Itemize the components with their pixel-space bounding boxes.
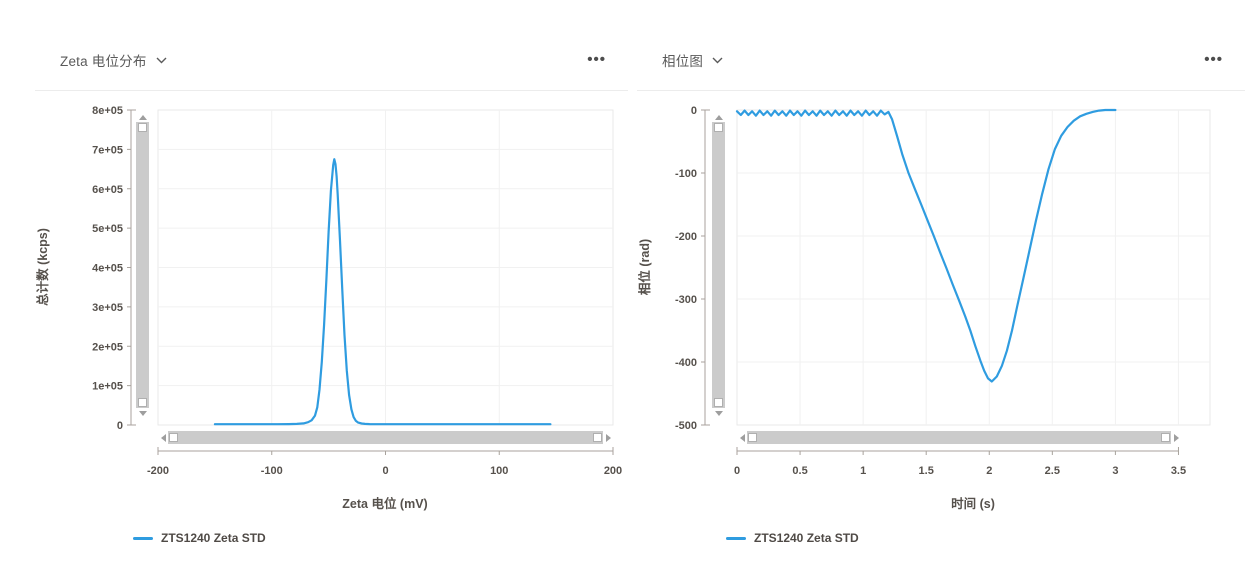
horizontal-scrollbar-track[interactable] <box>747 431 1171 444</box>
scroll-handle-right[interactable] <box>593 433 602 442</box>
chart-area: 0 -100 -200 -300 -400 -500 0 0.5 1 1.5 2 2.5 3 3.5 时间 … <box>637 96 1245 520</box>
y-tick-label: 2e+05 <box>92 341 123 353</box>
horizontal-scrollbar[interactable] <box>158 431 613 444</box>
scroll-handle-right[interactable] <box>1161 433 1170 442</box>
header-divider <box>637 90 1245 91</box>
y-axis-title: 相位 (rad) <box>637 239 652 295</box>
scroll-left-arrow-icon[interactable] <box>158 431 168 444</box>
series-line <box>735 108 1117 383</box>
horizontal-scrollbar-track[interactable] <box>168 431 603 444</box>
scroll-right-arrow-icon[interactable] <box>603 431 613 444</box>
panel-zeta-distribution: Zeta 电位分布 ••• 0 1e+05 2e+05 3e+05 4e+05 5e+05… <box>35 0 628 585</box>
more-options-button[interactable]: ••• <box>583 52 610 67</box>
x-axis-title: Zeta 电位 (mV) <box>342 496 427 511</box>
chart-area: 0 1e+05 2e+05 3e+05 4e+05 5e+05 6e+05 7e+05 8e+0… <box>35 96 628 520</box>
scroll-handle-left[interactable] <box>169 433 178 442</box>
vertical-scrollbar[interactable] <box>712 112 725 418</box>
scroll-down-arrow-icon[interactable] <box>136 408 149 418</box>
legend-item[interactable]: ZTS1240 Zeta STD <box>133 531 266 545</box>
legend-label: ZTS1240 Zeta STD <box>754 531 859 545</box>
scroll-right-arrow-icon[interactable] <box>1171 431 1181 444</box>
series-line <box>213 158 552 426</box>
legend-item[interactable]: ZTS1240 Zeta STD <box>726 531 859 545</box>
horizontal-scrollbar[interactable] <box>737 431 1181 444</box>
x-tick-label: -200 <box>147 465 169 477</box>
vertical-scrollbar-track[interactable] <box>136 122 149 408</box>
scroll-up-arrow-icon[interactable] <box>136 112 149 122</box>
y-tick-label: 1e+05 <box>92 381 123 393</box>
x-tick-label: 3 <box>1112 465 1118 477</box>
scroll-down-arrow-icon[interactable] <box>712 408 725 418</box>
y-tick-label: 3e+05 <box>92 302 123 314</box>
scroll-handle-bottom[interactable] <box>138 398 147 407</box>
legend-line-swatch <box>133 536 153 540</box>
x-tick-label: 200 <box>604 465 622 477</box>
x-tick-label: 100 <box>490 465 508 477</box>
x-axis-line <box>157 447 614 452</box>
panel-header: Zeta 电位分布 ••• <box>60 46 610 74</box>
x-tick-label: 1 <box>860 465 866 477</box>
chevron-down-icon <box>156 51 167 69</box>
x-tick-label: 2 <box>986 465 992 477</box>
y-tick-label: 0 <box>117 420 123 432</box>
chart-title: Zeta 电位分布 <box>60 54 147 69</box>
x-tick-label: 2.5 <box>1045 465 1060 477</box>
x-tick-label: 1.5 <box>919 465 934 477</box>
x-axis-line <box>736 447 1179 452</box>
plot-area[interactable] <box>736 109 1211 426</box>
y-axis-line <box>704 109 710 426</box>
panel-phase-plot: 相位图 ••• 0 -100 -200 -300 -400 -500 0 0.5 1 1.5 2 2.… <box>637 0 1245 585</box>
y-tick-label: -100 <box>675 168 697 180</box>
y-axis-title: 总计数 (kcps) <box>35 228 50 306</box>
y-tick-label: 5e+05 <box>92 223 123 235</box>
y-tick-label: 6e+05 <box>92 184 123 196</box>
legend-line-swatch <box>726 536 746 540</box>
legend-label: ZTS1240 Zeta STD <box>161 531 266 545</box>
scroll-handle-top[interactable] <box>714 123 723 132</box>
y-tick-label: 7e+05 <box>92 144 123 156</box>
scroll-up-arrow-icon[interactable] <box>712 112 725 122</box>
chart-type-dropdown[interactable]: 相位图 <box>662 50 723 70</box>
y-tick-label: 0 <box>691 105 697 117</box>
chevron-down-icon <box>712 51 723 69</box>
y-tick-label: 8e+05 <box>92 105 123 117</box>
vertical-scrollbar-track[interactable] <box>712 122 725 408</box>
vertical-scrollbar[interactable] <box>136 112 149 418</box>
more-options-button[interactable]: ••• <box>1200 52 1227 67</box>
scroll-handle-top[interactable] <box>138 123 147 132</box>
chart-type-dropdown[interactable]: Zeta 电位分布 <box>60 50 167 70</box>
x-tick-label: 3.5 <box>1171 465 1186 477</box>
y-tick-label: -400 <box>675 357 697 369</box>
header-divider <box>35 90 628 91</box>
chart-title: 相位图 <box>662 54 704 69</box>
y-tick-label: -500 <box>675 420 697 432</box>
x-tick-label: 0 <box>734 465 740 477</box>
x-tick-label: 0.5 <box>792 465 807 477</box>
phase-plot-chart: 0 -100 -200 -300 -400 -500 0 0.5 1 1.5 2 2.5 3 3.5 时间 … <box>637 105 1211 511</box>
x-tick-label: -100 <box>261 465 283 477</box>
y-tick-label: -300 <box>675 294 697 306</box>
panel-header: 相位图 ••• <box>662 46 1227 74</box>
scroll-handle-left[interactable] <box>748 433 757 442</box>
zeta-distribution-chart: 0 1e+05 2e+05 3e+05 4e+05 5e+05 6e+05 7e+05 8e+0… <box>35 105 622 511</box>
y-tick-label: -200 <box>675 231 697 243</box>
y-tick-label: 4e+05 <box>92 263 123 275</box>
x-tick-label: 0 <box>382 465 388 477</box>
scroll-left-arrow-icon[interactable] <box>737 431 747 444</box>
scroll-handle-bottom[interactable] <box>714 398 723 407</box>
x-axis-title: 时间 (s) <box>951 496 995 511</box>
